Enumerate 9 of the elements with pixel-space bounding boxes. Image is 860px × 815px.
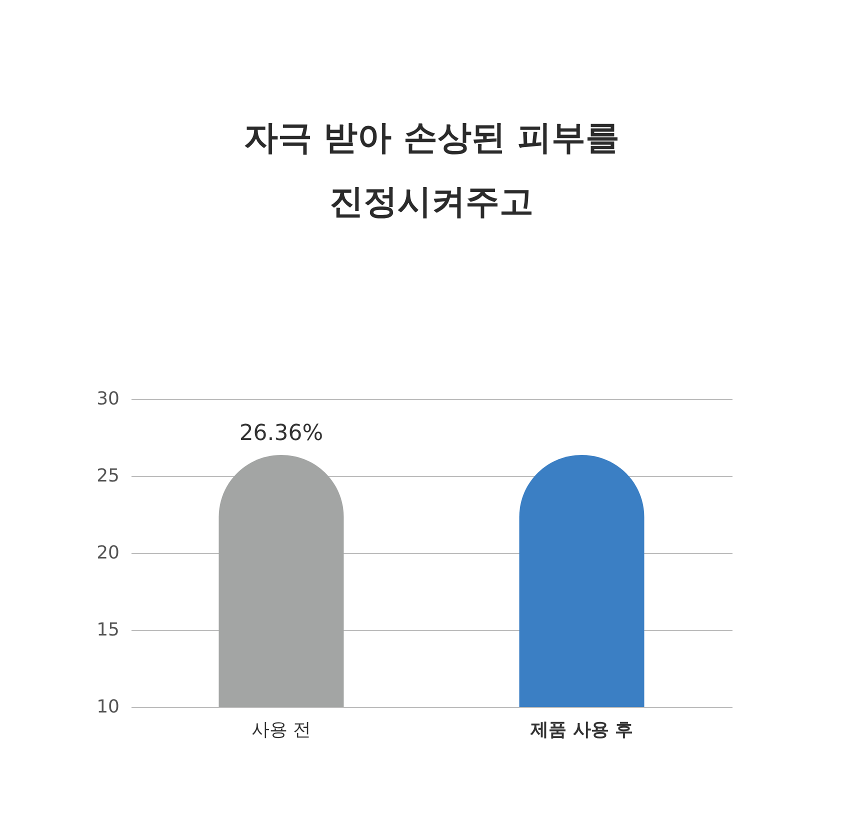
y-tick-label: 20	[96, 542, 120, 564]
y-tick-label: 30	[96, 388, 120, 410]
x-tick-label: 사용 전	[251, 720, 312, 740]
data-label: 26.36%	[239, 421, 324, 446]
y-tick-label: 10	[96, 696, 120, 718]
y-tick-label: 25	[96, 466, 120, 486]
chart-title: 자극 받아 손상된 피부를 진정시켜주고	[244, 118, 620, 222]
y-tick-label: 15	[96, 620, 120, 640]
x-tick-label: 제품 사용 후	[529, 720, 634, 740]
